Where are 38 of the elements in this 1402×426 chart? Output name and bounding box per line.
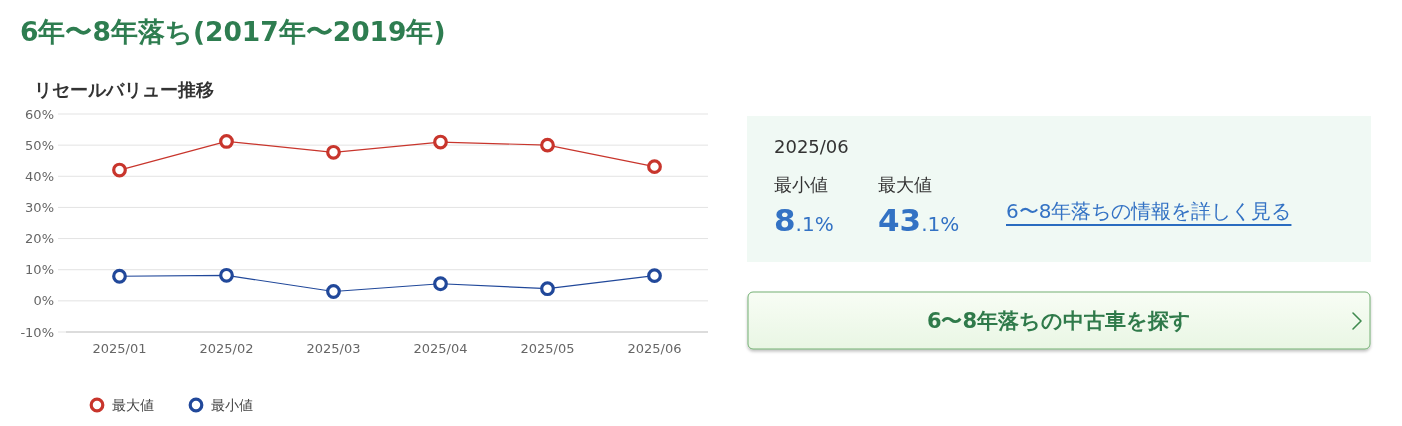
x-tick-label: 2025/03 bbox=[306, 341, 361, 356]
point bbox=[112, 268, 127, 284]
point bbox=[647, 159, 662, 175]
point bbox=[433, 276, 448, 292]
y-tick-label: 20% bbox=[25, 231, 54, 247]
text: 6〜8年落ちの情報を詳しく見る bbox=[1006, 199, 1292, 223]
text: 6〜8年落ちの中古車を探す bbox=[926, 309, 1192, 333]
legend-label: 最大値 bbox=[112, 397, 154, 414]
x-tick-label: 2025/05 bbox=[520, 341, 575, 356]
text: 43.1% bbox=[878, 202, 960, 238]
point bbox=[540, 137, 555, 153]
y-tick-label: 10% bbox=[25, 262, 54, 278]
point bbox=[326, 284, 341, 299]
button[interactable] bbox=[747, 291, 1371, 350]
point bbox=[647, 268, 662, 284]
text: 最大値 bbox=[878, 174, 932, 195]
point bbox=[540, 281, 555, 297]
x-tick-label: 2025/02 bbox=[199, 341, 254, 356]
text: 8.1% bbox=[774, 202, 834, 238]
chart-subtitle: リセールバリュー推移 bbox=[34, 79, 214, 100]
y-tick-label: -10% bbox=[20, 324, 54, 340]
x-tick-label: 2025/06 bbox=[627, 341, 682, 356]
y-tick-label: 40% bbox=[25, 168, 54, 184]
y-tick-label: 60% bbox=[25, 106, 54, 122]
point bbox=[219, 267, 234, 283]
text: 最小値 bbox=[774, 174, 828, 195]
y-tick-label: 0% bbox=[33, 293, 54, 309]
point bbox=[326, 144, 341, 160]
point bbox=[112, 162, 127, 178]
x-tick-label: 2025/04 bbox=[413, 341, 468, 356]
point bbox=[219, 134, 234, 149]
text: 2025/06 bbox=[774, 136, 849, 157]
chart-title: 6年〜8年落ち(2017年〜2019年) bbox=[20, 16, 446, 47]
point bbox=[433, 134, 448, 150]
x-tick-label: 2025/01 bbox=[92, 341, 147, 356]
y-tick-label: 30% bbox=[25, 199, 54, 215]
legend-label: 最小値 bbox=[211, 397, 253, 414]
y-tick-label: 50% bbox=[25, 137, 54, 153]
